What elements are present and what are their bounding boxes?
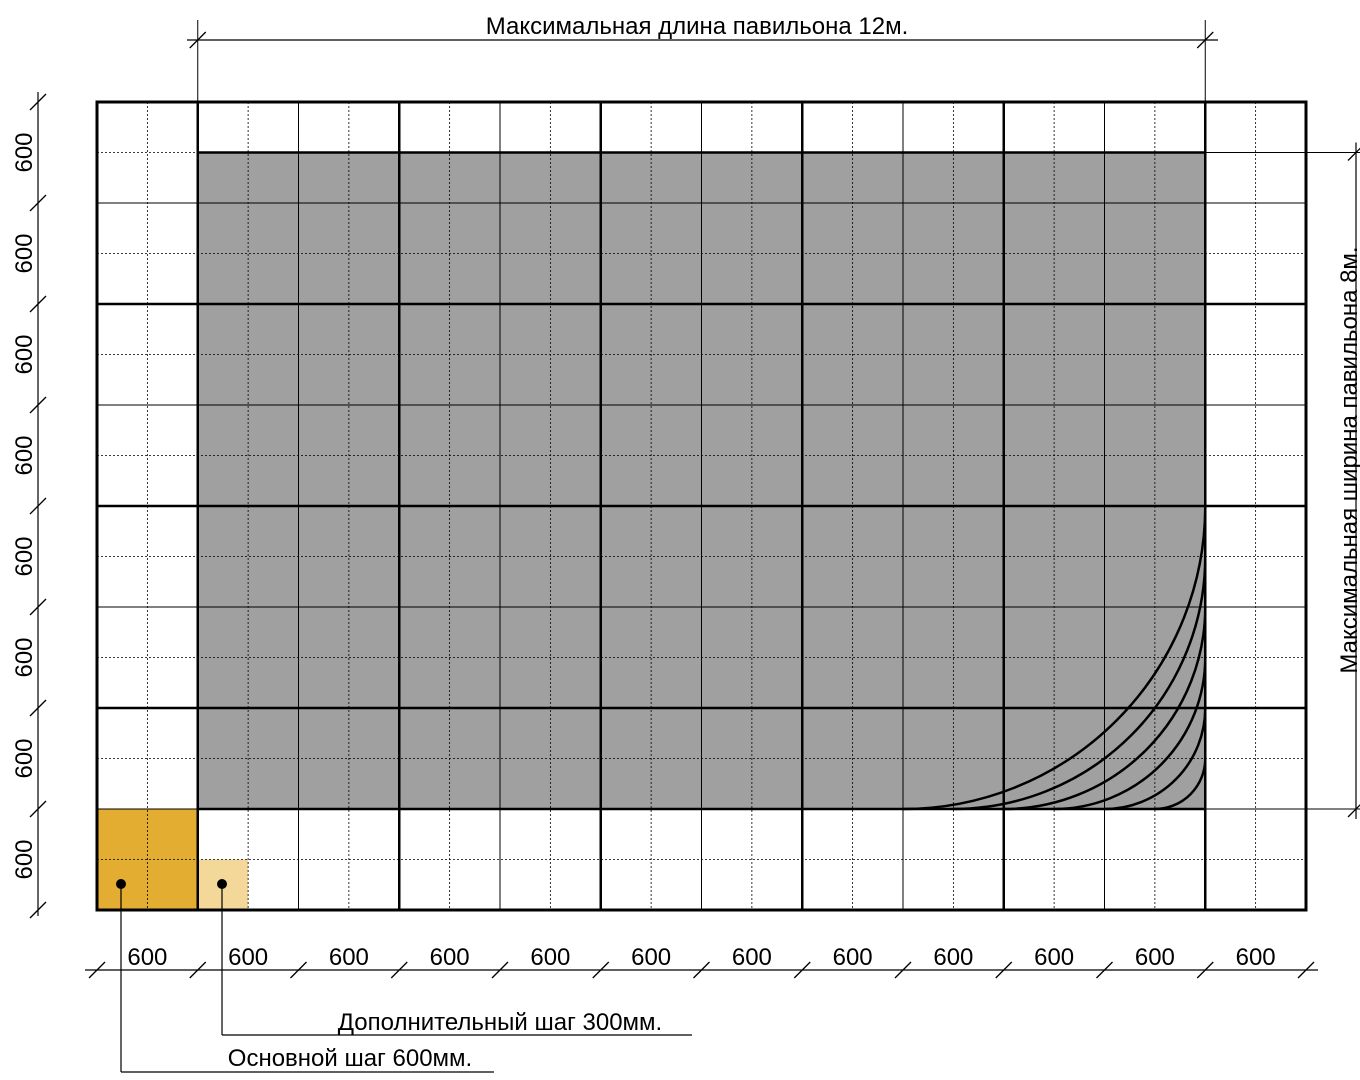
module-label-left: 600	[11, 435, 38, 475]
module-tick	[189, 961, 207, 979]
length-tick	[189, 31, 207, 49]
main-step-callout: Основной шаг 600мм.	[228, 1045, 472, 1072]
module-label-left: 600	[11, 738, 38, 778]
corner-radius-arc	[1003, 606, 1207, 811]
module-label-bottom: 600	[732, 944, 772, 971]
module-tick	[592, 961, 610, 979]
module-label-left: 600	[11, 233, 38, 273]
width-tick	[1347, 804, 1360, 818]
module-label-bottom: 600	[329, 944, 369, 971]
module-label-bottom: 600	[530, 944, 570, 971]
pavilion-length-title: Максимальная длина павильона 12м.	[486, 13, 909, 40]
corner-radius-arc	[902, 505, 1207, 811]
module-label-bottom: 600	[631, 944, 671, 971]
module-label-left: 600	[11, 536, 38, 576]
module-tick	[1096, 961, 1113, 979]
module-label-bottom: 600	[1135, 944, 1175, 971]
module-label-bottom: 600	[228, 944, 268, 971]
module-label-left: 600	[11, 839, 38, 879]
left-tick	[29, 194, 47, 212]
module-tick	[1297, 961, 1315, 979]
module-tick	[290, 961, 307, 979]
left-tick	[29, 93, 47, 111]
module-tick	[693, 961, 710, 979]
module-label-bottom: 600	[127, 944, 167, 971]
width-tick	[1347, 147, 1360, 161]
corner-radius-arc	[1154, 758, 1207, 811]
module-tick	[894, 961, 912, 979]
module-tick	[390, 961, 408, 979]
module-label-left: 600	[11, 334, 38, 374]
left-tick	[29, 295, 47, 313]
module-label-bottom: 600	[833, 944, 873, 971]
module-tick	[1196, 961, 1214, 979]
left-tick	[29, 497, 47, 515]
module-tick	[491, 961, 509, 979]
module-label-left: 600	[11, 132, 38, 172]
module-label-bottom: 600	[1236, 944, 1276, 971]
module-label-bottom: 600	[1034, 944, 1074, 971]
left-tick	[29, 901, 47, 919]
left-tick	[29, 800, 47, 818]
module-tick	[793, 961, 811, 979]
grid-outer-frame	[95, 100, 1308, 912]
left-tick	[29, 396, 47, 414]
length-tick	[1196, 31, 1214, 49]
pavilion-width-title: Максимальная ширина павильона 8м.	[1336, 246, 1360, 673]
module-label-bottom: 600	[933, 944, 973, 971]
module-tick	[88, 961, 106, 979]
corner-radius-arc	[1054, 657, 1207, 811]
left-tick	[29, 598, 47, 616]
module-label-bottom: 600	[430, 944, 470, 971]
module-tick	[995, 961, 1013, 979]
module-label-left: 600	[11, 637, 38, 677]
extra-step-callout: Дополнительный шаг 300мм.	[338, 1009, 662, 1036]
left-tick	[29, 699, 47, 717]
corner-radius-arc	[953, 556, 1207, 811]
corner-radius-arc	[1104, 707, 1207, 811]
